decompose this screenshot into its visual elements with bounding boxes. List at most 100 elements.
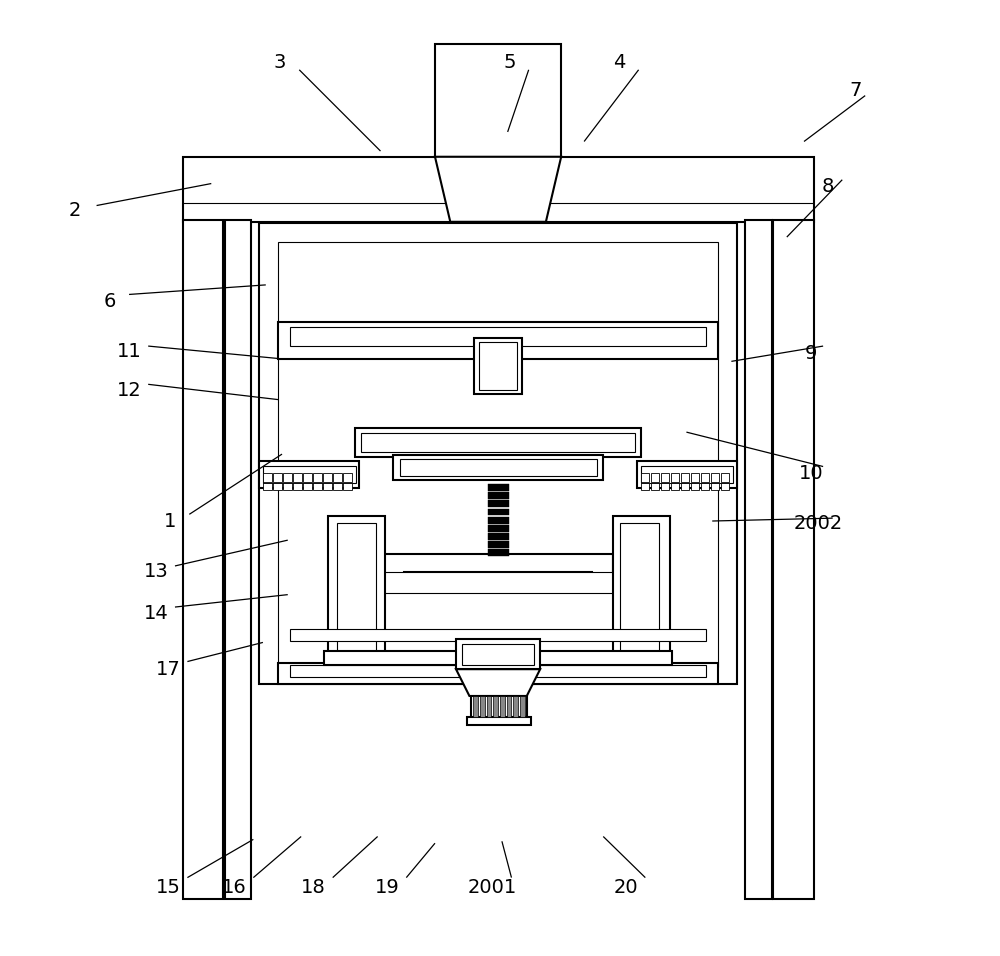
Text: 8: 8 [822,177,834,196]
Bar [745,220,772,899]
Bar [462,644,534,665]
Bar [278,242,718,667]
Bar [721,483,729,490]
Polygon shape [488,517,509,524]
Polygon shape [488,525,509,532]
Polygon shape [488,550,509,556]
Bar [711,473,719,482]
Bar [520,696,525,717]
Text: 12: 12 [117,380,141,400]
Bar [435,44,561,157]
Text: 9: 9 [805,344,817,363]
Bar [721,473,729,482]
Bar [701,473,709,482]
Polygon shape [456,669,540,696]
Bar [474,338,522,394]
Bar [293,473,302,482]
Bar [681,483,689,490]
Text: 15: 15 [156,878,181,897]
Bar [661,473,669,482]
Text: 7: 7 [849,81,862,100]
Bar [475,262,523,323]
Bar [641,473,649,482]
Bar [323,483,332,490]
Bar [290,327,706,346]
Bar [323,473,332,482]
Text: 3: 3 [274,53,286,72]
Bar [383,554,613,574]
Bar [651,483,659,490]
Text: 5: 5 [503,53,516,72]
Bar [711,483,719,490]
Text: 1: 1 [164,511,176,531]
Bar [313,473,322,482]
Bar [464,224,534,256]
Bar [456,639,540,669]
Bar [259,461,359,488]
Bar [613,516,670,667]
Text: 18: 18 [301,878,326,897]
Bar [259,223,737,684]
Polygon shape [488,533,509,540]
Bar [637,461,737,488]
Bar [263,473,272,482]
Bar [337,523,376,662]
Bar [487,696,491,717]
Bar [513,696,518,717]
Bar [651,473,659,482]
Bar [273,483,282,490]
Bar [293,483,302,490]
Bar [183,157,814,222]
Polygon shape [488,541,509,548]
Bar [500,696,505,717]
Bar [225,220,251,899]
Polygon shape [488,500,509,508]
Text: 2001: 2001 [468,878,517,897]
Bar [393,455,603,480]
Text: 17: 17 [156,660,181,679]
Bar [701,483,709,490]
Bar [671,473,679,482]
Bar [671,483,679,490]
Text: 19: 19 [375,878,400,897]
Text: 6: 6 [104,292,116,311]
Bar [457,220,541,260]
Bar [641,483,649,490]
Polygon shape [435,157,561,222]
Bar [691,473,699,482]
Bar [324,651,672,665]
Bar [283,473,292,482]
Bar [328,516,385,667]
Bar [620,523,659,662]
Text: 4: 4 [613,53,626,72]
Bar [404,572,592,591]
Bar [479,342,517,390]
Bar [467,717,531,725]
Bar [681,473,689,482]
Bar [333,473,342,482]
Bar [303,483,312,490]
Text: 2: 2 [68,201,81,220]
Bar [661,483,669,490]
Bar [773,220,814,899]
Bar [355,428,641,457]
Bar [480,696,485,717]
Polygon shape [488,509,509,515]
Bar [383,572,613,593]
Bar [641,466,733,483]
Polygon shape [488,492,509,499]
Bar [333,483,342,490]
Bar [691,483,699,490]
Bar [343,483,352,490]
Text: 13: 13 [143,562,168,581]
Bar [290,665,706,677]
Bar [473,696,478,717]
Bar [493,696,498,717]
Bar [462,324,536,339]
Bar [263,483,272,490]
Bar [183,220,223,899]
Bar [400,459,597,476]
Bar [507,696,511,717]
Bar [273,473,282,482]
Bar [313,483,322,490]
